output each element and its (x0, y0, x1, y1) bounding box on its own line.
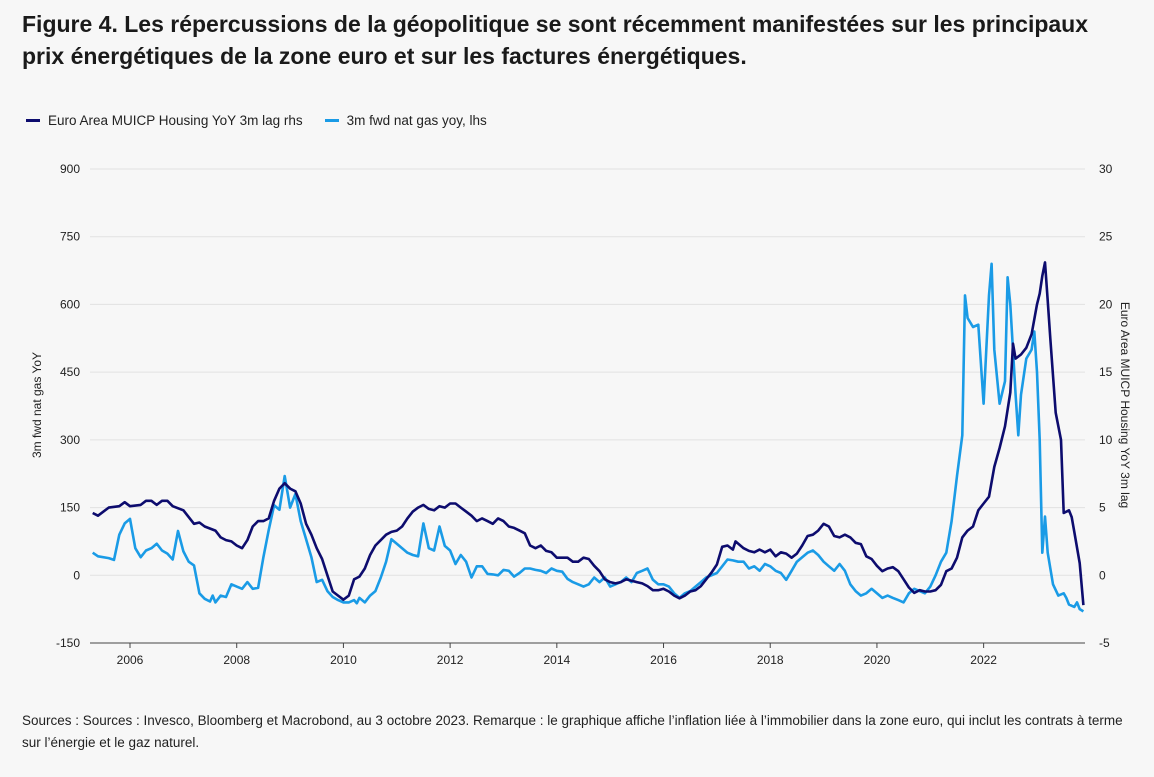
left-tick-label: 0 (73, 568, 80, 582)
left-axis-ticks: 900 750 600 450 300 150 0 -150 (56, 162, 80, 650)
legend-label-housing: Euro Area MUICP Housing YoY 3m lag rhs (48, 113, 303, 128)
right-axis-title: Euro Area MUICP Housing YoY 3m lag (1118, 302, 1132, 508)
right-tick-label: 15 (1099, 365, 1113, 379)
series-line-gas (91, 262, 1085, 613)
right-tick-label: 0 (1099, 568, 1106, 582)
legend-swatch-gas (324, 119, 339, 122)
x-tick-label: 2020 (864, 653, 891, 667)
x-tick-label: 2006 (117, 653, 144, 667)
legend-item-gas: 3m fwd nat gas yoy, lhs (324, 113, 487, 128)
left-axis-title: 3m fwd nat gas YoY (30, 352, 44, 458)
footnote: Sources : Sources : Invesco, Bloomberg e… (22, 713, 1123, 750)
left-tick-label: 600 (60, 297, 80, 311)
right-tick-label: 10 (1099, 433, 1113, 447)
left-tick-label: 900 (60, 162, 80, 176)
left-tick-label: -150 (56, 636, 80, 650)
x-tick-label: 2010 (330, 653, 357, 667)
line-chart: 900 750 600 450 300 150 0 -150 30 25 20 15 10 5 0 -5 2… (30, 162, 1132, 667)
left-tick-label: 450 (60, 365, 80, 379)
x-tick-label: 2016 (650, 653, 677, 667)
right-tick-label: 20 (1099, 297, 1113, 311)
right-tick-label: 25 (1099, 230, 1113, 244)
gridlines (90, 168, 1085, 644)
legend-swatch-housing (26, 119, 40, 122)
x-tick-label: 2012 (437, 653, 464, 667)
chart-title: Figure 4. Les répercussions de la géopol… (22, 11, 1089, 69)
left-tick-label: 300 (60, 433, 80, 447)
legend-label-gas: 3m fwd nat gas yoy, lhs (346, 113, 487, 128)
chart-legend: Euro Area MUICP Housing YoY 3m lag rhs 3… (26, 113, 509, 128)
x-tick-label: 2014 (543, 653, 570, 667)
left-tick-label: 750 (60, 230, 80, 244)
x-axis-ticks: 2006 2008 2010 2012 2014 2016 2018 2020 2022 (117, 643, 997, 667)
right-axis-ticks: 30 25 20 15 10 5 0 -5 (1099, 162, 1113, 650)
x-tick-label: 2018 (757, 653, 784, 667)
x-tick-label: 2022 (970, 653, 997, 667)
x-tick-label: 2008 (223, 653, 250, 667)
series-line-housing (92, 261, 1085, 606)
left-tick-label: 150 (60, 501, 80, 515)
right-tick-label: 30 (1099, 162, 1113, 176)
right-tick-label: -5 (1099, 636, 1110, 650)
right-tick-label: 5 (1099, 501, 1106, 515)
legend-item-housing: Euro Area MUICP Housing YoY 3m lag rhs (26, 113, 303, 128)
